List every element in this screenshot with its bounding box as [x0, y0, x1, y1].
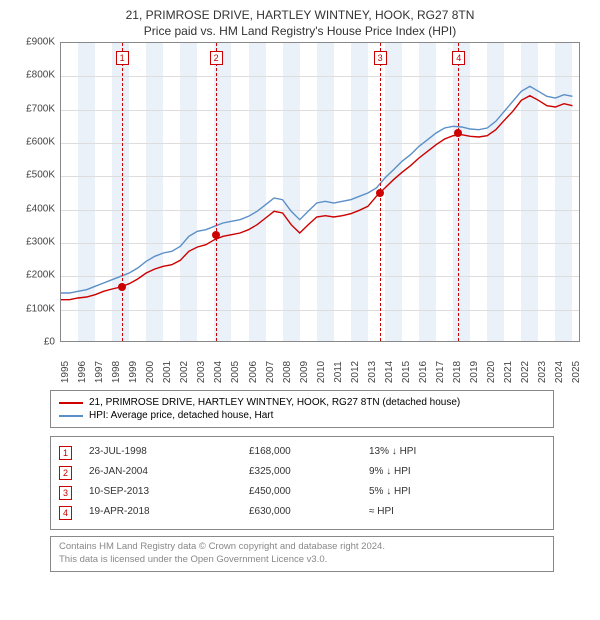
sale-marker-dot — [454, 129, 462, 137]
table-row: 4 19-APR-2018£630,000≈ HPI — [59, 503, 545, 523]
table-row: 1 23-JUL-1998£168,00013% ↓ HPI — [59, 443, 545, 463]
y-tick-label: £600K — [15, 137, 55, 148]
x-tick-label: 2012 — [350, 361, 361, 383]
x-tick-label: 2004 — [213, 361, 224, 383]
title-block: 21, PRIMROSE DRIVE, HARTLEY WINTNEY, HOO… — [0, 0, 600, 42]
x-tick-label: 2022 — [520, 361, 531, 383]
y-tick-label: £500K — [15, 170, 55, 181]
x-tick-label: 2021 — [503, 361, 514, 383]
x-tick-label: 2025 — [571, 361, 582, 383]
y-tick-label: £300K — [15, 237, 55, 248]
row-price: £630,000 — [249, 506, 369, 520]
legend-swatch — [59, 415, 83, 417]
y-tick-label: £200K — [15, 270, 55, 281]
legend-swatch — [59, 402, 83, 404]
y-tick-label: £0 — [15, 337, 55, 348]
x-tick-label: 2023 — [537, 361, 548, 383]
x-tick-label: 2017 — [435, 361, 446, 383]
x-tick-label: 2015 — [401, 361, 412, 383]
title-subtitle: Price paid vs. HM Land Registry's House … — [10, 24, 590, 38]
sale-marker-dot — [212, 231, 220, 239]
sale-marker-number: 1 — [116, 51, 129, 65]
x-tick-label: 2019 — [469, 361, 480, 383]
y-tick-label: £900K — [15, 37, 55, 48]
x-tick-label: 2018 — [452, 361, 463, 383]
series-price_paid — [61, 96, 573, 300]
row-date: 19-APR-2018 — [89, 506, 249, 520]
y-tick-label: £100K — [15, 303, 55, 314]
row-marker-number: 4 — [59, 506, 72, 520]
legend-label: 21, PRIMROSE DRIVE, HARTLEY WINTNEY, HOO… — [89, 397, 460, 408]
row-hpi-delta: 5% ↓ HPI — [369, 486, 545, 500]
row-hpi-delta: ≈ HPI — [369, 506, 545, 520]
sale-marker-number: 3 — [374, 51, 387, 65]
sales-table: 1 23-JUL-1998£168,00013% ↓ HPI 2 26-JAN-200… — [50, 436, 554, 530]
chart-area: £0 £100K £200K £300K £400K £500K £600K £700K £80… — [10, 42, 590, 382]
attribution-line-2: This data is licensed under the Open Gov… — [59, 554, 545, 567]
x-tick-label: 2024 — [554, 361, 565, 383]
row-date: 26-JAN-2004 — [89, 466, 249, 480]
table-row: 2 26-JAN-2004£325,0009% ↓ HPI — [59, 463, 545, 483]
row-marker-number: 3 — [59, 486, 72, 500]
sale-marker-line — [216, 43, 217, 341]
series-hpi — [61, 86, 573, 293]
x-tick-label: 2000 — [145, 361, 156, 383]
x-tick-label: 2009 — [299, 361, 310, 383]
sale-marker-number: 4 — [452, 51, 465, 65]
row-date: 23-JUL-1998 — [89, 446, 249, 460]
y-tick-label: £700K — [15, 103, 55, 114]
x-tick-label: 2014 — [384, 361, 395, 383]
row-marker-number: 2 — [59, 466, 72, 480]
x-tick-label: 1997 — [94, 361, 105, 383]
sale-marker-dot — [376, 189, 384, 197]
x-tick-label: 2013 — [367, 361, 378, 383]
plot-area: 1 2 3 4 — [60, 42, 580, 342]
row-date: 10-SEP-2013 — [89, 486, 249, 500]
legend-item: HPI: Average price, detached house, Hart — [59, 410, 545, 421]
y-tick-label: £400K — [15, 203, 55, 214]
x-tick-label: 2010 — [316, 361, 327, 383]
legend-item: 21, PRIMROSE DRIVE, HARTLEY WINTNEY, HOO… — [59, 397, 545, 408]
x-tick-label: 2008 — [282, 361, 293, 383]
x-tick-label: 1998 — [111, 361, 122, 383]
x-tick-label: 2020 — [486, 361, 497, 383]
chart-container: 21, PRIMROSE DRIVE, HARTLEY WINTNEY, HOO… — [0, 0, 600, 572]
legend-box: 21, PRIMROSE DRIVE, HARTLEY WINTNEY, HOO… — [50, 390, 554, 428]
sale-marker-number: 2 — [210, 51, 223, 65]
x-tick-label: 2016 — [418, 361, 429, 383]
row-marker-number: 1 — [59, 446, 72, 460]
row-hpi-delta: 9% ↓ HPI — [369, 466, 545, 480]
x-tick-label: 2007 — [265, 361, 276, 383]
x-tick-label: 2011 — [333, 361, 344, 383]
x-tick-label: 2005 — [230, 361, 241, 383]
sale-marker-dot — [118, 283, 126, 291]
x-tick-label: 1995 — [60, 361, 71, 383]
legend-label: HPI: Average price, detached house, Hart — [89, 410, 273, 421]
row-price: £450,000 — [249, 486, 369, 500]
sale-marker-line — [458, 43, 459, 341]
row-price: £168,000 — [249, 446, 369, 460]
x-axis-labels: 1995 1996 1997 1998 1999 2000 2001 2002 2003 2004… — [60, 342, 580, 382]
y-tick-label: £800K — [15, 70, 55, 81]
x-tick-label: 2001 — [162, 361, 173, 383]
row-hpi-delta: 13% ↓ HPI — [369, 446, 545, 460]
chart-svg — [61, 43, 581, 343]
x-tick-label: 2002 — [179, 361, 190, 383]
table-row: 3 10-SEP-2013£450,0005% ↓ HPI — [59, 483, 545, 503]
row-price: £325,000 — [249, 466, 369, 480]
sale-marker-line — [122, 43, 123, 341]
x-tick-label: 2006 — [248, 361, 259, 383]
attribution-box: Contains HM Land Registry data © Crown c… — [50, 536, 554, 572]
title-address: 21, PRIMROSE DRIVE, HARTLEY WINTNEY, HOO… — [10, 8, 590, 22]
x-tick-label: 1996 — [77, 361, 88, 383]
attribution-line-1: Contains HM Land Registry data © Crown c… — [59, 541, 545, 554]
x-tick-label: 2003 — [196, 361, 207, 383]
x-tick-label: 1999 — [128, 361, 139, 383]
